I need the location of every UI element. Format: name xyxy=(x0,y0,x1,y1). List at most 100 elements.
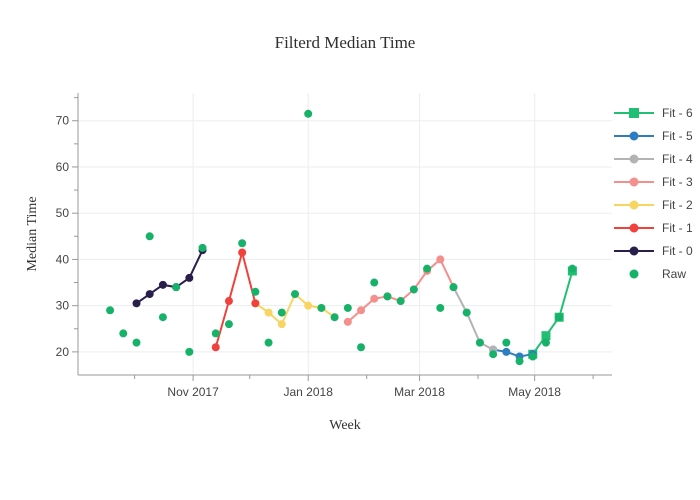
data-point[interactable] xyxy=(211,329,220,338)
data-point[interactable] xyxy=(357,343,366,352)
legend-swatch xyxy=(614,200,654,209)
legend-label: Fit - 2 xyxy=(662,197,693,212)
data-point[interactable] xyxy=(541,338,550,347)
legend-label: Fit - 5 xyxy=(662,128,693,143)
series-fit-3[interactable] xyxy=(343,255,458,326)
data-point[interactable] xyxy=(343,303,352,312)
data-point[interactable] xyxy=(145,290,154,299)
data-point[interactable] xyxy=(330,313,339,322)
legend-swatch xyxy=(614,223,654,232)
data-point[interactable] xyxy=(515,357,524,366)
data-point[interactable] xyxy=(383,292,392,301)
series-fit-4[interactable] xyxy=(449,283,498,354)
data-point[interactable] xyxy=(409,285,418,294)
data-point[interactable] xyxy=(290,290,299,299)
data-point[interactable] xyxy=(541,331,551,341)
data-point[interactable] xyxy=(568,264,577,273)
fit-line xyxy=(214,248,257,348)
data-point[interactable] xyxy=(158,280,167,289)
legend-item-fit-1[interactable]: Fit - 1 xyxy=(612,216,693,239)
y-axis-title: Median Time xyxy=(25,196,40,271)
legend-item-fit-4[interactable]: Fit - 4 xyxy=(612,147,693,170)
legend-swatch xyxy=(614,131,654,140)
data-point[interactable] xyxy=(145,232,154,241)
data-point[interactable] xyxy=(436,303,445,312)
fit-line xyxy=(492,348,533,358)
x-tick-label: Jan 2018 xyxy=(284,385,334,399)
data-point[interactable] xyxy=(475,338,484,347)
data-point[interactable] xyxy=(317,303,326,312)
series-fit-0[interactable] xyxy=(132,246,207,308)
data-point[interactable] xyxy=(251,287,260,296)
data-point[interactable] xyxy=(238,239,247,248)
data-point[interactable] xyxy=(185,273,194,282)
data-point[interactable] xyxy=(106,306,115,315)
legend-item-fit-0[interactable]: Fit - 0 xyxy=(612,239,693,262)
data-point[interactable] xyxy=(277,308,286,317)
gridlines xyxy=(78,93,612,375)
series-raw[interactable] xyxy=(106,109,577,366)
data-series[interactable] xyxy=(106,109,577,366)
legend-item-fit-2[interactable]: Fit - 2 xyxy=(612,193,693,216)
legend-item-fit-6[interactable]: Fit - 6 xyxy=(612,101,693,124)
chart-title: Filterd Median Time xyxy=(275,33,416,52)
y-tick-label: 50 xyxy=(56,206,70,220)
data-point[interactable] xyxy=(343,317,352,326)
data-point[interactable] xyxy=(423,264,432,273)
legend-swatch xyxy=(614,246,654,255)
series-fit-1[interactable] xyxy=(211,248,260,352)
data-point[interactable] xyxy=(528,352,537,361)
data-point[interactable] xyxy=(277,320,286,329)
data-point[interactable] xyxy=(224,297,233,306)
y-tick-label: 20 xyxy=(56,345,70,359)
legend-swatch xyxy=(629,269,639,278)
data-point[interactable] xyxy=(370,294,379,303)
data-point[interactable] xyxy=(436,255,445,264)
data-point[interactable] xyxy=(185,347,194,356)
legend-swatch xyxy=(614,107,654,118)
data-point[interactable] xyxy=(502,338,511,347)
data-point[interactable] xyxy=(238,248,247,257)
x-tick-label: Nov 2017 xyxy=(167,385,219,399)
data-point[interactable] xyxy=(264,308,273,317)
data-point[interactable] xyxy=(251,299,260,308)
data-point[interactable] xyxy=(158,313,167,322)
legend-swatch xyxy=(614,154,654,163)
x-axis-title: Week xyxy=(329,418,361,433)
data-point[interactable] xyxy=(198,243,207,252)
data-point[interactable] xyxy=(132,299,141,308)
data-point[interactable] xyxy=(370,278,379,287)
data-point[interactable] xyxy=(489,350,498,359)
data-point[interactable] xyxy=(555,313,564,322)
data-point[interactable] xyxy=(502,347,511,356)
x-tick-label: May 2018 xyxy=(508,385,561,399)
data-point[interactable] xyxy=(304,301,313,310)
data-point[interactable] xyxy=(132,338,141,347)
legend-item-fit-5[interactable]: Fit - 5 xyxy=(612,124,693,147)
data-point[interactable] xyxy=(357,306,366,315)
legend: Fit - 6 Fit - 5 Fit - 4 Fit - 3 Fit - 2 Fit -… xyxy=(612,101,693,285)
fit-line xyxy=(531,270,574,355)
data-point[interactable] xyxy=(396,297,405,306)
data-point[interactable] xyxy=(172,283,181,292)
data-point[interactable] xyxy=(304,109,313,118)
legend-label: Fit - 1 xyxy=(662,220,693,235)
y-tick-label: 40 xyxy=(56,252,70,266)
y-tick-label: 60 xyxy=(56,160,70,174)
legend-item-fit-3[interactable]: Fit - 3 xyxy=(612,170,693,193)
axes: Nov 2017 Jan 2018 Mar 2018 May 2018 20 30 40 50… xyxy=(56,93,612,399)
data-point[interactable] xyxy=(264,338,273,347)
x-tick-label: Mar 2018 xyxy=(394,385,445,399)
data-point[interactable] xyxy=(224,320,233,329)
data-point[interactable] xyxy=(119,329,128,338)
fit-line xyxy=(452,286,494,351)
data-point[interactable] xyxy=(211,343,220,352)
y-tick-label: 70 xyxy=(56,114,70,128)
legend-item-raw[interactable]: Raw xyxy=(612,262,693,285)
legend-label: Fit - 0 xyxy=(662,243,693,258)
data-point[interactable] xyxy=(449,283,458,292)
data-point[interactable] xyxy=(462,308,471,317)
series-fit-6[interactable] xyxy=(528,266,577,359)
